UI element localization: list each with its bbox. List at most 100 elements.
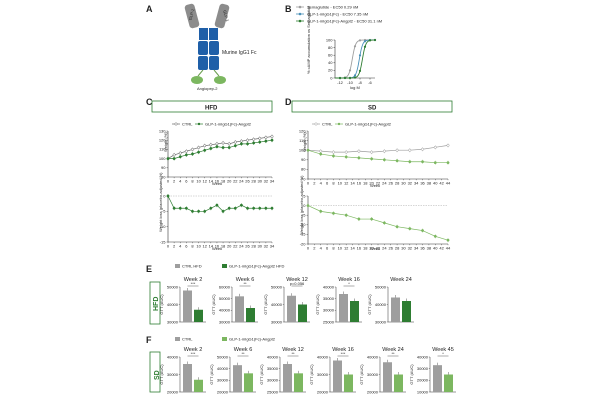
data-point <box>178 151 182 155</box>
gtt-week-title: Week 24 <box>382 347 404 353</box>
y-tick-label: 120 <box>299 128 306 133</box>
y-tick-label: 30000 <box>217 378 229 383</box>
hfd-loss-ylabel: Weight loss (placebo-adjusted %) <box>158 172 163 232</box>
y-tick-label: 40000 <box>317 354 329 359</box>
data-point <box>166 157 170 161</box>
data-point <box>166 194 170 198</box>
sd-legend: CTRL GLP-1-mIgG1(Fc)-Angpt2 <box>312 122 392 127</box>
x-tick-label: 38 <box>427 181 432 186</box>
x-tick-label: 4 <box>320 181 323 186</box>
gtt-bar <box>433 365 442 392</box>
y-tick-label: 40000 <box>217 366 229 371</box>
y-tick-label: -10 <box>160 224 167 229</box>
x-tick-label: 28 <box>395 181 400 186</box>
data-point <box>221 209 225 213</box>
y-tick-label: 50000 <box>167 284 179 289</box>
dose-response-point <box>363 45 367 48</box>
dose-response-axes: -12 -10 -8 -6 0 20 40 60 80 100 <box>326 37 373 85</box>
x-tick-label: -6 <box>368 80 372 85</box>
dose-response-point <box>353 45 357 48</box>
x-tick-label: 0 <box>167 244 170 249</box>
data-point <box>203 209 207 213</box>
legend-marker-1 <box>298 12 302 16</box>
y-tick-label: 110 <box>159 147 166 152</box>
hfd-gtt-legend: CTRL HFD GLP-1-mIgG1(Fc)-Angpt2 HFD <box>175 264 284 269</box>
series-line-0 <box>167 136 273 159</box>
data-point <box>446 238 450 242</box>
y-tick-label: 40 <box>328 60 333 65</box>
data-point <box>433 161 437 165</box>
data-point <box>319 209 323 213</box>
series-line-1 <box>168 139 273 159</box>
x-tick-label: 32 <box>264 244 269 249</box>
sd-side-label: SD <box>154 370 161 380</box>
dose-response-point <box>338 76 342 80</box>
data-point <box>264 139 268 143</box>
data-point <box>184 153 188 157</box>
x-tick-label: 8 <box>332 181 335 186</box>
x-tick-label: -8 <box>358 80 362 85</box>
x-tick-label: 20 <box>369 181 374 186</box>
y-tick-label: -5 <box>302 213 306 218</box>
data-point <box>395 159 399 163</box>
gtt-bar <box>333 360 342 392</box>
y-tick-label: 30000 <box>219 319 231 324</box>
y-tick-label: 60000 <box>219 284 231 289</box>
hfd-legend: CTRL GLP-1-mIgG1(Fc)-Angpt2 <box>172 122 252 127</box>
dose-response-point <box>368 39 372 42</box>
x-tick-label: 22 <box>376 181 381 186</box>
x-tick-label: 26 <box>389 181 394 186</box>
x-tick-label: 20 <box>369 246 374 251</box>
sd-legend-ctrl: CTRL <box>322 122 333 127</box>
glp1-arm-left <box>184 3 200 29</box>
data-point <box>221 141 225 145</box>
y-tick-label: 30000 <box>367 372 379 377</box>
sd-legend-treat: GLP-1-mIgG1(Fc)-Angpt2 <box>345 122 392 127</box>
x-tick-label: 18 <box>221 244 226 249</box>
y-tick-label: 100 <box>159 156 166 161</box>
panel-label-e: E <box>146 264 152 274</box>
gtt-bar <box>194 309 203 322</box>
data-point <box>332 150 335 154</box>
data-point <box>270 206 274 210</box>
gtt-week-title: Week 12 <box>282 347 304 353</box>
sd-loss-chart: 50-5-10-15-200 2 4 6 8 10 12 14 16 18 20 22 24 26 28 30… <box>300 193 451 250</box>
x-tick-label: 24 <box>382 181 387 186</box>
y-tick-label: 80 <box>301 167 306 172</box>
x-tick-label: 34 <box>414 181 419 186</box>
gtt-bar <box>235 296 244 322</box>
data-point <box>246 138 249 142</box>
y-tick-label: 40000 <box>323 284 335 289</box>
data-point <box>357 149 361 153</box>
y-tick-label: 100 <box>326 37 333 42</box>
data-point <box>408 227 412 231</box>
hfd-weight-xlabel: Week <box>212 181 222 186</box>
significance-label: *** <box>191 281 196 286</box>
x-tick-label: 6 <box>326 181 329 186</box>
dose-response-point <box>358 39 362 42</box>
significance-label: ** <box>291 351 295 356</box>
data-point <box>344 150 348 154</box>
data-point <box>191 209 194 213</box>
x-tick-label: 44 <box>446 246 451 251</box>
x-tick-label: 14 <box>350 181 355 186</box>
x-tick-label: 18 <box>221 179 226 184</box>
x-tick-label: 26 <box>389 246 394 251</box>
y-tick-label: 0 <box>330 75 333 80</box>
significance-label: p=0.056 <box>290 281 305 286</box>
panel-label-c: C <box>146 97 153 107</box>
x-tick-label: 0 <box>307 246 310 251</box>
hfd-weight-ylabel: Weight (%) <box>163 132 168 152</box>
y-tick-label: 40000 <box>167 354 179 359</box>
data-point <box>357 217 361 221</box>
fc-hinge-right <box>209 28 218 40</box>
x-tick-label: 16 <box>357 246 362 251</box>
y-tick-label: 40000 <box>271 302 283 307</box>
gtt-ylabel: GTT (AUC) <box>409 364 414 385</box>
legend-entry-0: Semaglutide - EC50 0.29 nM <box>307 5 358 10</box>
data-point <box>433 145 437 149</box>
x-tick-label: 28 <box>251 179 256 184</box>
gtt-ylabel: GTT (AUC) <box>159 294 164 315</box>
sd-weight-xlabel: Week <box>370 183 380 188</box>
x-tick-label: 30 <box>258 179 263 184</box>
